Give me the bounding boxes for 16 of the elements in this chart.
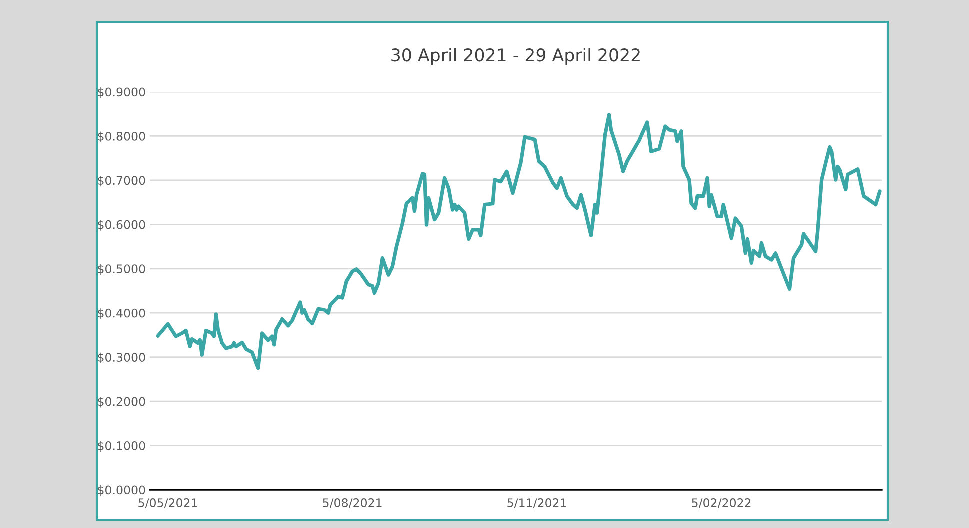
x-tick-label: 5/08/2021 bbox=[323, 498, 382, 508]
y-tick-label: $0.0000 bbox=[98, 486, 146, 496]
x-tick-label: 5/05/2021 bbox=[138, 498, 198, 508]
x-tick-label: 5/11/2021 bbox=[508, 498, 566, 508]
y-tick-label: $0.5000 bbox=[98, 264, 146, 276]
chart-title: 30 April 2021 - 29 April 2022 bbox=[392, 48, 640, 66]
y-tick-label: $0.7000 bbox=[98, 176, 146, 187]
y-tick-label: $0.9000 bbox=[98, 88, 146, 98]
x-tick-label: 5/02/2022 bbox=[692, 498, 751, 508]
y-tick-label: $0.3000 bbox=[98, 352, 146, 364]
y-tick-label: $0.1000 bbox=[98, 441, 146, 452]
line-series bbox=[156, 113, 882, 370]
y-tick-label: $0.4000 bbox=[98, 308, 146, 320]
y-tick-label: $0.6000 bbox=[98, 220, 146, 231]
y-tick-label: $0.2000 bbox=[98, 397, 146, 408]
y-tick-label: $0.8000 bbox=[98, 132, 146, 142]
